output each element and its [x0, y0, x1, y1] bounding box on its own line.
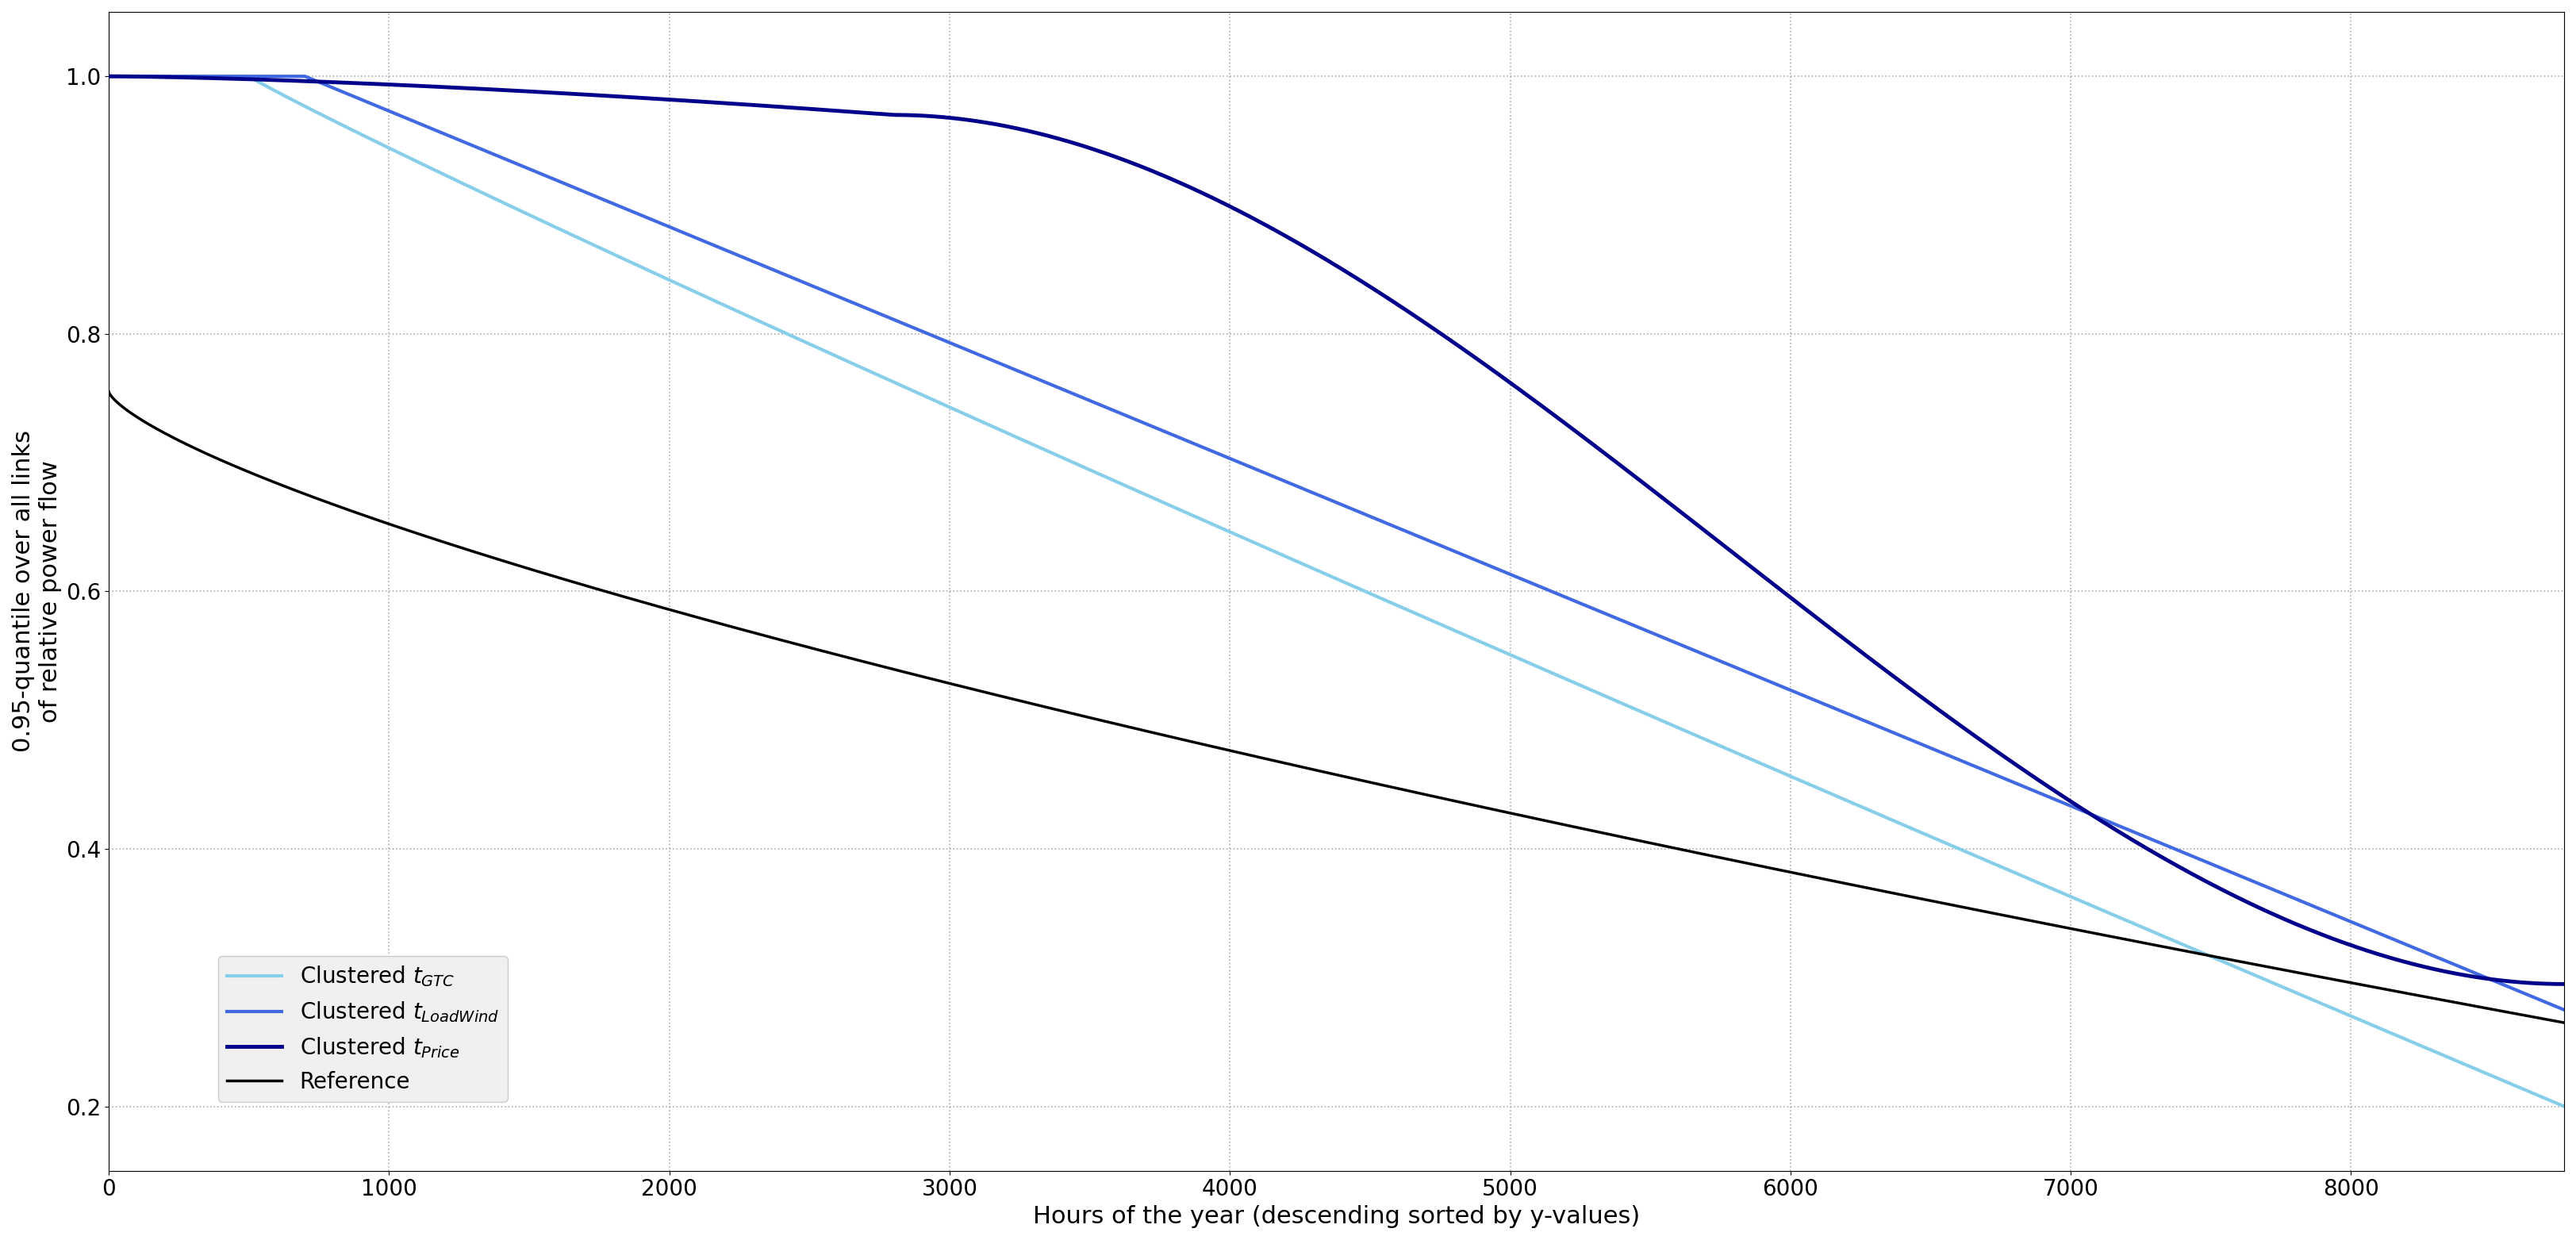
Clustered $t_{GTC}$: [819, 348, 850, 363]
Clustered $t_{Price}$: [2465, 970, 2496, 985]
Clustered $t_{Price}$: [93, 69, 124, 84]
Clustered $t_{Price}$: [618, 91, 649, 105]
Reference: [618, 593, 649, 608]
Clustered $t_{Price}$: [793, 102, 824, 117]
Clustered $t_{GTC}$: [2465, 1064, 2496, 1079]
Clustered $t_{LoadWind}$: [819, 288, 850, 303]
Clustered $t_{Price}$: [819, 103, 850, 118]
Clustered $t_{GTC}$: [793, 336, 824, 351]
Reference: [760, 631, 791, 646]
Reference: [2548, 1016, 2576, 1030]
Reference: [93, 384, 124, 399]
Clustered $t_{GTC}$: [760, 321, 791, 336]
Clustered $t_{LoadWind}$: [793, 277, 824, 291]
Reference: [793, 640, 824, 655]
X-axis label: Hours of the year (descending sorted by y-values): Hours of the year (descending sorted by …: [1033, 1205, 1641, 1228]
Clustered $t_{LoadWind}$: [904, 322, 935, 337]
Clustered $t_{LoadWind}$: [93, 69, 124, 84]
Reference: [819, 647, 850, 662]
Clustered $t_{Price}$: [2548, 977, 2576, 992]
Legend: Clustered $t_{GTC}$, Clustered $t_{LoadWind}$, Clustered $t_{Price}$, Reference: Clustered $t_{GTC}$, Clustered $t_{LoadW…: [219, 956, 507, 1102]
Line: Clustered $t_{Price}$: Clustered $t_{Price}$: [108, 77, 2563, 985]
Clustered $t_{LoadWind}$: [618, 205, 649, 219]
Clustered $t_{Price}$: [904, 108, 935, 123]
Clustered $t_{LoadWind}$: [2465, 967, 2496, 982]
Line: Clustered $t_{GTC}$: Clustered $t_{GTC}$: [108, 77, 2563, 1106]
Line: Clustered $t_{LoadWind}$: Clustered $t_{LoadWind}$: [108, 77, 2563, 1009]
Clustered $t_{LoadWind}$: [2548, 1002, 2576, 1017]
Reference: [904, 668, 935, 683]
Clustered $t_{Price}$: [760, 99, 791, 114]
Clustered $t_{GTC}$: [2548, 1099, 2576, 1114]
Line: Reference: Reference: [108, 392, 2563, 1023]
Clustered $t_{LoadWind}$: [760, 264, 791, 279]
Reference: [2465, 999, 2496, 1014]
Y-axis label: 0.95-quantile over all links
of relative power flow: 0.95-quantile over all links of relative…: [13, 430, 62, 753]
Clustered $t_{GTC}$: [904, 386, 935, 401]
Clustered $t_{GTC}$: [618, 257, 649, 272]
Clustered $t_{GTC}$: [93, 69, 124, 84]
